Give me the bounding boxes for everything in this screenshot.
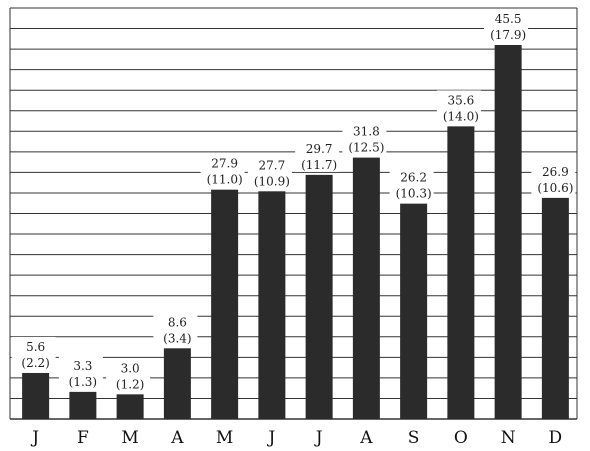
label-background (295, 138, 340, 172)
bar (211, 189, 239, 419)
bar-value-label: 35.6 (448, 93, 475, 107)
bar-secondary-label: (2.2) (21, 356, 49, 370)
x-tick-label: F (77, 428, 89, 448)
bar-secondary-label: (1.2) (116, 377, 144, 391)
bar-secondary-label: (3.4) (163, 331, 191, 345)
bar-secondary-label: (10.9) (254, 174, 290, 188)
bar (541, 197, 569, 419)
bar-value-label: 45.5 (495, 12, 522, 26)
label-background (436, 90, 481, 124)
label-background (531, 161, 576, 195)
x-tick-label: J (30, 428, 39, 448)
bar-value-label: 26.2 (400, 171, 427, 185)
bar-value-label: 27.7 (259, 158, 286, 172)
bar (305, 174, 333, 419)
bar-secondary-label: (11.7) (301, 158, 337, 172)
bars (22, 44, 569, 420)
label-background (11, 336, 56, 370)
bar (494, 44, 522, 420)
bar (116, 394, 144, 419)
bar (352, 157, 380, 419)
bar-secondary-label: (10.3) (396, 187, 432, 201)
bar-labels: 5.6 (2.2) 3.3 (1.3) 3.0 (1.2) 8.6 (3.4) 27.9 (11.… (11, 8, 576, 392)
bar (163, 348, 191, 419)
x-tick-label: D (549, 428, 563, 448)
bar-secondary-label: (17.9) (490, 28, 526, 42)
bar (447, 126, 475, 420)
x-tick-label: A (359, 428, 373, 448)
x-tick-label: A (170, 428, 184, 448)
bar-secondary-label: (12.5) (348, 141, 384, 155)
bar-secondary-label: (10.6) (537, 181, 573, 195)
bar-value-label: 8.6 (168, 315, 187, 329)
x-tick-label: S (408, 428, 420, 448)
label-background (484, 8, 529, 42)
bar-value-label: 29.7 (306, 142, 333, 156)
bar (69, 391, 97, 419)
label-background (153, 312, 198, 346)
bar-value-label: 31.8 (353, 125, 380, 139)
bar-secondary-label: (11.0) (207, 173, 243, 187)
label-background (106, 358, 151, 392)
bar-value-label: 3.3 (73, 359, 92, 373)
label-background (342, 121, 387, 155)
bar-value-label: 26.9 (542, 165, 569, 179)
x-tick-label: O (454, 428, 468, 448)
x-tick-label: J (314, 428, 323, 448)
bar (400, 203, 428, 419)
label-background (247, 155, 292, 189)
label-background (200, 153, 245, 187)
grid-lines (10, 7, 577, 420)
bar (258, 191, 286, 419)
bar-value-label: 27.9 (211, 157, 238, 171)
x-tick-label: J (266, 428, 275, 448)
label-background (389, 167, 434, 201)
x-tick-label: N (501, 428, 516, 448)
x-tick-label: M (121, 428, 138, 448)
bar-value-label: 3.0 (121, 361, 140, 375)
bar (22, 372, 50, 419)
bar-value-label: 5.6 (26, 340, 45, 354)
label-background (58, 355, 103, 389)
bar-secondary-label: (1.3) (69, 375, 97, 389)
bar-secondary-label: (14.0) (443, 109, 479, 123)
x-tick-label: M (216, 428, 233, 448)
